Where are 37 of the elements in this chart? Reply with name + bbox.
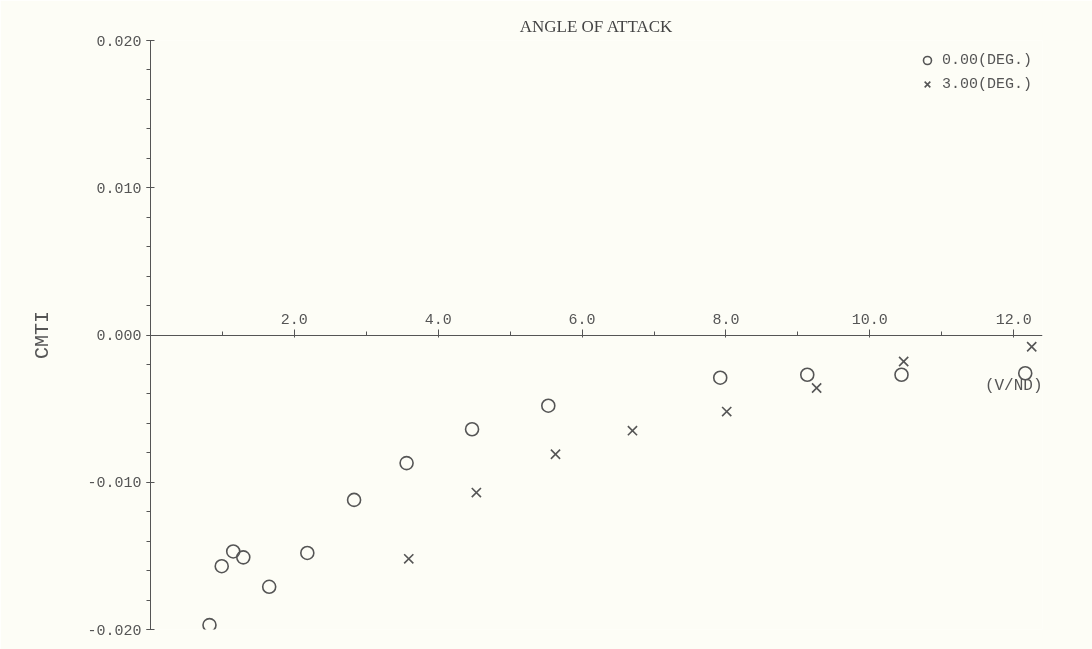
- x-tick-label: 8.0: [712, 312, 740, 329]
- y-tick-label: 0.020: [96, 33, 142, 51]
- x-tick-label: 10.0: [851, 312, 888, 329]
- point: [346, 492, 362, 508]
- chart-title: ANGLE OF ATTACK: [519, 16, 674, 36]
- legend-label: 3.00(DEG.): [941, 75, 1032, 93]
- point: [470, 487, 482, 498]
- x-tick-label: 2.0: [280, 312, 308, 329]
- legend-label: 0.00(DEG.): [941, 51, 1032, 69]
- y-tick-label: -0.010: [87, 475, 142, 493]
- point: [541, 398, 556, 413]
- y-axis-title: CMTI: [31, 310, 55, 359]
- point: [225, 544, 241, 559]
- point: [399, 455, 414, 471]
- point: [799, 367, 815, 383]
- point: [894, 367, 909, 383]
- point: [403, 553, 415, 565]
- point: [261, 579, 277, 595]
- point: [236, 550, 251, 565]
- y-tick-label: 0.000: [96, 328, 142, 345]
- point: [300, 545, 315, 561]
- x-tick-label: 12.0: [995, 312, 1032, 329]
- point: [1026, 341, 1038, 353]
- x-tick-label: 6.0: [568, 312, 596, 329]
- x-axis-title: (V/ND): [984, 377, 1043, 395]
- x-tick-label: 4.0: [424, 312, 452, 329]
- y-tick-label: 0.010: [96, 180, 142, 198]
- point: [712, 370, 728, 385]
- point: [627, 425, 638, 437]
- point: [721, 406, 733, 417]
- point: [898, 356, 910, 367]
- point: [202, 617, 217, 630]
- point: [811, 382, 823, 394]
- point: [214, 558, 230, 574]
- point: [464, 421, 480, 437]
- y-tick-label: -0.020: [87, 622, 142, 640]
- point: [550, 448, 561, 460]
